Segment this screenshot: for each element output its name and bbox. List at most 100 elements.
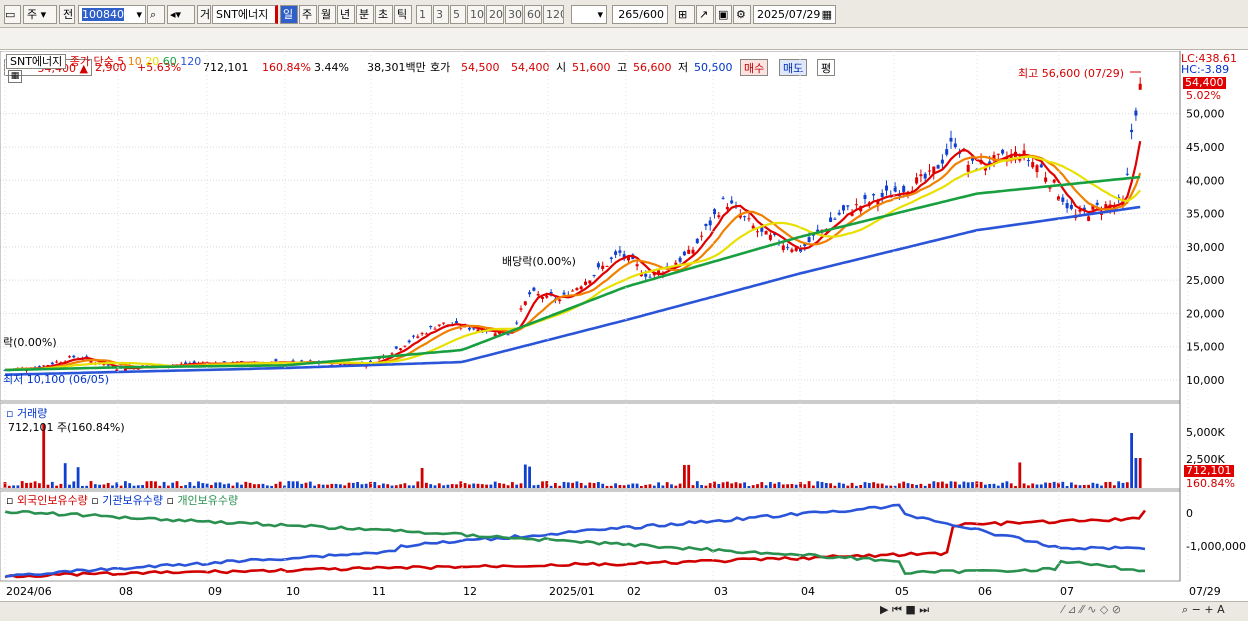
volume-bar — [227, 483, 230, 488]
trade-amount: 38,301백만 — [367, 61, 426, 74]
legend-stock[interactable]: SNT에너지 — [6, 54, 67, 69]
candle-body — [399, 348, 403, 351]
tab-6[interactable]: 틱 — [394, 5, 412, 24]
interval-dropdown[interactable]: ▾ — [571, 5, 607, 24]
volume-bar — [373, 481, 377, 488]
high-annotation: 최고 56,600 (07/29) — [1018, 67, 1125, 80]
zoom-controls[interactable]: ⌕ − + A — [1182, 603, 1225, 616]
volume-bar — [132, 485, 136, 488]
buy-button[interactable]: 매수 — [740, 59, 769, 76]
volume-bar — [1121, 482, 1125, 488]
volume-bar — [106, 482, 110, 488]
tab-4[interactable]: 분 — [356, 5, 374, 24]
scroll-controls[interactable]: ▶ ⏮ ■ ⏭ — [880, 603, 930, 616]
interval-3[interactable]: 3 — [433, 5, 449, 24]
candle-body — [648, 276, 652, 278]
volume-bar — [382, 483, 385, 488]
volume-bar — [197, 481, 200, 488]
legend-ma-120: 120 — [176, 55, 202, 68]
legend-foreign: 외국인보유수량 — [16, 494, 88, 507]
volume-bar — [425, 482, 428, 488]
volume-bar — [25, 482, 28, 488]
candle-body — [89, 360, 93, 363]
turnover-rate: 3.44% — [314, 61, 349, 74]
candle-body — [1035, 165, 1039, 173]
draw-icon[interactable]: ↗ — [696, 5, 714, 24]
candle-body — [467, 327, 471, 330]
hc-label: HC:-3.89 — [1181, 63, 1230, 76]
volume-bar — [343, 485, 347, 488]
stock-name[interactable]: SNT에너지 — [212, 5, 278, 24]
volume-bar — [498, 483, 501, 488]
date-field[interactable]: 2025/07/29 ▦ — [753, 5, 836, 24]
volume-bar — [511, 482, 514, 488]
tab-0[interactable]: 일 — [280, 5, 298, 24]
volume-bar — [433, 485, 437, 488]
candle-body — [725, 206, 729, 210]
stock-chart[interactable]: 10,000 15,000 20,000 25,000 30,000 35,000 40,0… — [0, 51, 1248, 601]
volume-bar — [459, 481, 463, 488]
volume-bar — [936, 482, 940, 488]
x-axis-labels: 2024/06 08 09 10 11 12 2025/01 02 03 04 05 06 07 07/2… — [4, 51, 1221, 598]
candle-body — [1026, 160, 1030, 162]
volume-bar — [523, 464, 527, 488]
interval-120[interactable]: 120 — [543, 5, 564, 24]
x-label: 07/29 — [1189, 585, 1221, 598]
candle-body — [102, 363, 106, 365]
volume-bar — [674, 485, 678, 488]
candle-body — [872, 194, 876, 196]
candle-body — [1022, 150, 1026, 155]
volume-bar — [786, 484, 789, 488]
prev-button[interactable]: 전 — [59, 5, 75, 24]
count-field[interactable]: 265/600 — [612, 5, 668, 24]
holding-tick-0: 0 — [1186, 507, 1193, 520]
table-icon[interactable]: ▦ — [8, 70, 22, 83]
holding-legend: ▫ 외국인보유수량 ▫ 기관보유수량 ▫ 개인보유수량 — [6, 494, 239, 507]
save-icon[interactable]: ▣ — [715, 5, 732, 24]
drawing-tools[interactable]: ⁄ ⊿ ⁄⁄ ∿ ◇ ⊘ — [1062, 603, 1122, 616]
volume-bar — [704, 485, 708, 488]
gear-icon[interactable]: ⚙ — [733, 5, 751, 24]
candle-body — [545, 293, 549, 298]
candle-body — [799, 247, 802, 252]
sound-icon[interactable]: ◂▾ — [167, 5, 195, 24]
tab-1[interactable]: 주 — [299, 5, 317, 24]
volume-bar — [265, 485, 269, 488]
candle-body — [1134, 110, 1138, 116]
volume-bar — [648, 484, 652, 488]
volume-bar — [984, 484, 987, 488]
volume-bar — [1065, 485, 1069, 488]
window-menu-icon[interactable]: ▭ — [4, 5, 21, 24]
volume-bar — [179, 485, 183, 488]
candle-body — [437, 324, 441, 326]
volume-bar — [962, 481, 966, 488]
quote-bar: 54,400 ▲ 2,900 +5.63% 712,101 160.84% 3.… — [0, 28, 1248, 76]
last-volume-ratio: 160.84% — [1186, 477, 1235, 490]
volume-bar — [846, 485, 850, 488]
volume-bar — [799, 482, 802, 488]
eval-button[interactable]: 평 — [817, 59, 836, 76]
interval-5[interactable]: 5 — [450, 5, 466, 24]
tab-2[interactable]: 월 — [318, 5, 336, 24]
candle-body — [674, 262, 678, 265]
volume-bar — [356, 481, 359, 488]
volume-bar — [102, 484, 106, 488]
grid-icon[interactable]: ⊞ — [675, 5, 695, 24]
tab-3[interactable]: 년 — [337, 5, 355, 24]
interval-1[interactable]: 1 — [416, 5, 432, 24]
volume-bar — [270, 485, 273, 488]
interval-60[interactable]: 60 — [524, 5, 542, 24]
interval-10[interactable]: 10 — [467, 5, 485, 24]
candle-body — [506, 334, 510, 336]
volume-bar — [313, 485, 316, 488]
candle-body — [1087, 216, 1091, 221]
interval-30[interactable]: 30 — [505, 5, 523, 24]
code-input[interactable]: 100840 ▾ — [78, 5, 146, 24]
search-icon[interactable]: ⌕ — [147, 5, 165, 24]
tab-5[interactable]: 초 — [375, 5, 393, 24]
candle-body — [476, 329, 480, 332]
interval-20[interactable]: 20 — [486, 5, 504, 24]
volume-bar — [253, 484, 256, 488]
calendar-icon[interactable]: ▦ — [821, 8, 832, 21]
period-select[interactable]: 주 ▾ — [23, 5, 57, 24]
